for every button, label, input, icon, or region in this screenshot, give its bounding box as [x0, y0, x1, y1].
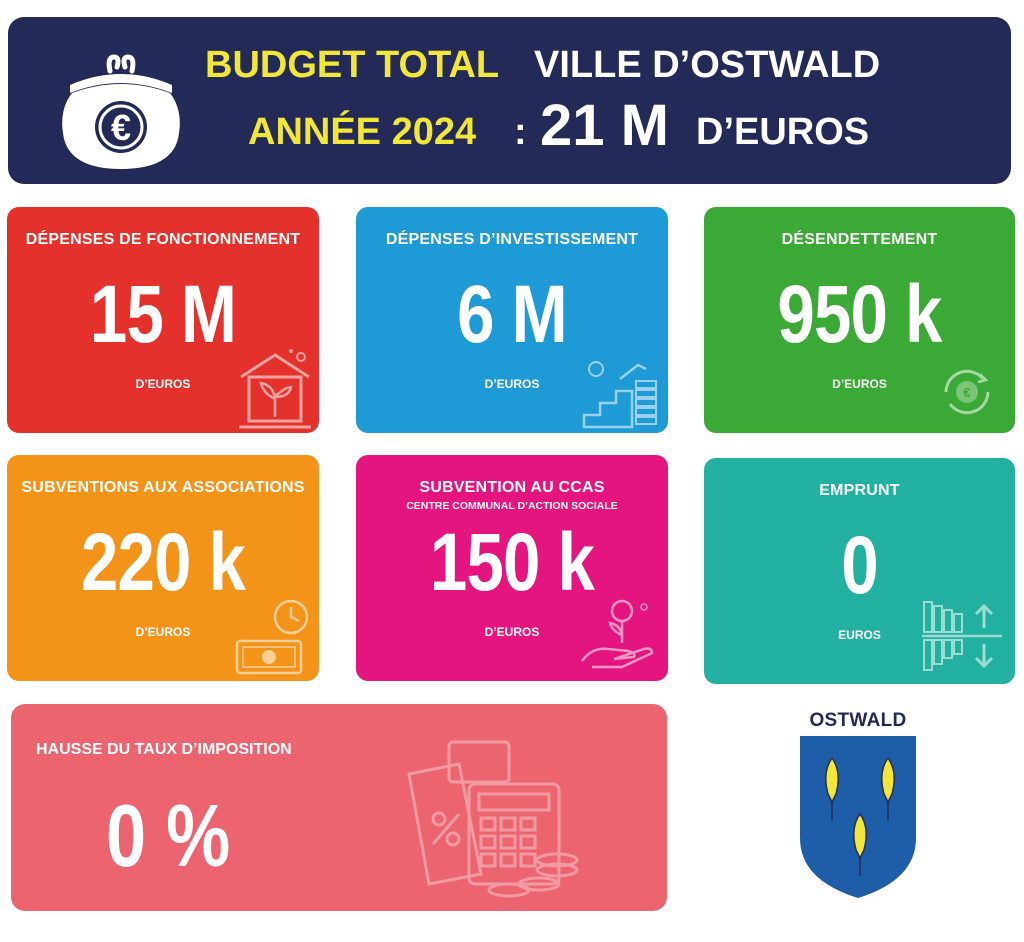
card-unit: D’EUROS [832, 377, 887, 391]
ostwald-coat-of-arms-icon [800, 736, 916, 898]
card-unit: D’EUROS [135, 625, 191, 639]
card-title: DÉPENSES D’INVESTISSEMENT [385, 231, 639, 248]
hand-coin-plant-icon [580, 599, 654, 669]
card-unit: D’EUROS [484, 625, 540, 639]
svg-text:€: € [111, 107, 131, 148]
card-title: SUBVENTIONS AUX ASSOCIATIONS [21, 479, 305, 496]
card-title: EMPRUNT [819, 482, 900, 499]
card-ccas-grant: SUBVENTION AU CCAS CENTRE COMMUNAL D’ACT… [356, 455, 668, 681]
card-value: 0 % [106, 786, 231, 885]
header-unit: D’EUROS [696, 111, 870, 153]
card-unit: EUROS [838, 628, 881, 642]
tax-calculator-coins-icon [407, 740, 579, 898]
card-investment-expenses: DÉPENSES D’INVESTISSEMENT 6 M D’EUROS [356, 207, 668, 433]
card-loan: EMPRUNT 0 EUROS [704, 458, 1015, 684]
house-plant-icon [239, 349, 311, 429]
banknote-clock-icon [235, 599, 309, 675]
header-year: ANNÉE 2024 [248, 111, 477, 153]
card-value: 6 M [457, 269, 567, 360]
card-value: 150 k [429, 517, 595, 608]
coins-growth-icon [582, 361, 657, 429]
card-title: DÉSENDETTEMENT [781, 231, 938, 248]
card-unit: D’EUROS [484, 377, 540, 391]
card-association-grants: SUBVENTIONS AUX ASSOCIATIONS 220 k D’EUR… [7, 455, 319, 681]
card-tax-rate-increase: HAUSSE DU TAUX D’IMPOSITION 0 % [11, 704, 667, 911]
euro-cycle-icon: € [944, 369, 990, 415]
card-value: 220 k [80, 517, 246, 608]
card-value: 15 M [89, 269, 237, 360]
card-title: HAUSSE DU TAUX D’IMPOSITION [36, 741, 292, 758]
header-colon: : [514, 111, 527, 153]
card-unit: D’EUROS [135, 377, 191, 391]
card-title: SUBVENTION AU CCAS [419, 479, 605, 496]
purse-euro-icon: € [62, 54, 180, 169]
header-amount: 21 M [540, 93, 669, 158]
ostwald-crest: OSTWALD [793, 710, 923, 902]
crest-name: OSTWALD [809, 710, 907, 731]
card-debt-reduction: DÉSENDETTEMENT 950 k D’EUROS € [704, 207, 1015, 433]
card-value: 950 k [777, 269, 942, 360]
card-operating-expenses: DÉPENSES DE FONCTIONNEMENT 15 M D’EUROS [7, 207, 319, 433]
svg-text:€: € [963, 385, 970, 400]
card-title: DÉPENSES DE FONCTIONNEMENT [25, 231, 301, 248]
header-banner: € BUDGET TOTAL VILLE D’OSTWALD ANNÉE 202… [8, 17, 1011, 184]
bars-up-down-icon [922, 601, 1002, 671]
header-title-city: VILLE D’OSTWALD [534, 44, 881, 86]
header-title-budget: BUDGET TOTAL [205, 44, 500, 86]
card-value: 0 [841, 520, 878, 611]
card-subtitle: CENTRE COMMUNAL D’ACTION SOCIALE [406, 500, 618, 512]
